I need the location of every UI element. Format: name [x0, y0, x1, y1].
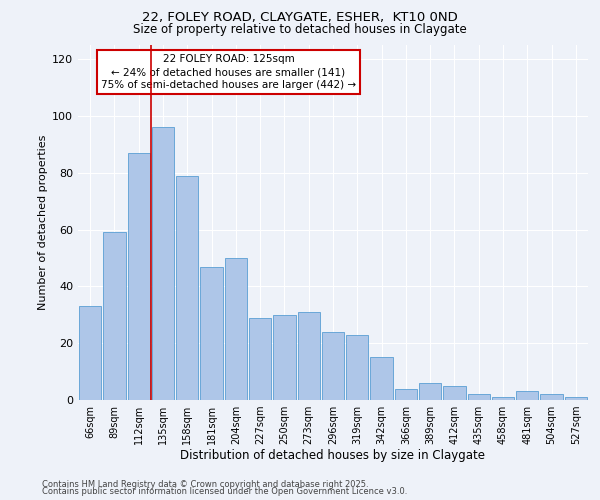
Bar	[152, 128, 174, 400]
Bar	[273, 315, 296, 400]
Text: 22 FOLEY ROAD: 125sqm
← 24% of detached houses are smaller (141)
75% of semi-det: 22 FOLEY ROAD: 125sqm ← 24% of detached …	[101, 54, 356, 90]
X-axis label: Distribution of detached houses by size in Claygate: Distribution of detached houses by size …	[181, 448, 485, 462]
Text: Contains HM Land Registry data © Crown copyright and database right 2025.: Contains HM Land Registry data © Crown c…	[42, 480, 368, 489]
Bar	[541, 394, 563, 400]
Bar	[370, 358, 393, 400]
Bar	[79, 306, 101, 400]
Bar	[419, 383, 442, 400]
Bar	[395, 388, 417, 400]
Text: Size of property relative to detached houses in Claygate: Size of property relative to detached ho…	[133, 22, 467, 36]
Text: Contains public sector information licensed under the Open Government Licence v3: Contains public sector information licen…	[42, 487, 407, 496]
Bar	[249, 318, 271, 400]
Bar	[467, 394, 490, 400]
Bar	[443, 386, 466, 400]
Bar	[565, 397, 587, 400]
Bar	[200, 266, 223, 400]
Bar	[346, 334, 368, 400]
Bar	[128, 153, 150, 400]
Bar	[516, 392, 538, 400]
Bar	[103, 232, 125, 400]
Bar	[492, 397, 514, 400]
Bar	[322, 332, 344, 400]
Bar	[224, 258, 247, 400]
Y-axis label: Number of detached properties: Number of detached properties	[38, 135, 48, 310]
Text: 22, FOLEY ROAD, CLAYGATE, ESHER,  KT10 0ND: 22, FOLEY ROAD, CLAYGATE, ESHER, KT10 0N…	[142, 11, 458, 24]
Bar	[298, 312, 320, 400]
Bar	[176, 176, 199, 400]
